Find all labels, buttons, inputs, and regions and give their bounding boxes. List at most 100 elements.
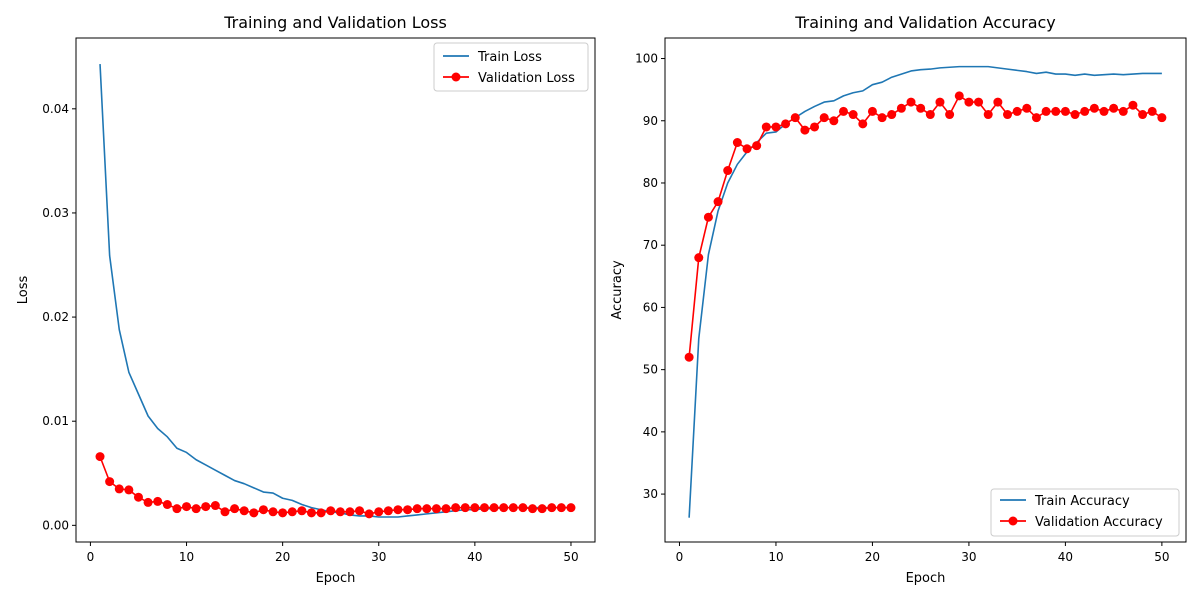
accuracy-validation-accuracy-point [1070,110,1080,120]
accuracy-validation-accuracy-point [1051,106,1061,116]
accuracy-y-tick-label: 70 [643,238,658,252]
loss-y-axis-label: Loss [16,276,31,305]
loss-legend-validation-marker [451,72,461,82]
loss-validation-loss-point [518,503,528,513]
accuracy-validation-accuracy-point [1041,106,1051,116]
loss-validation-loss-point [191,504,201,514]
loss-validation-loss-point [172,504,182,514]
accuracy-validation-accuracy-point [993,97,1003,107]
accuracy-validation-accuracy-point [1080,106,1090,116]
accuracy-validation-accuracy-point [1157,113,1167,123]
accuracy-validation-accuracy-point [867,106,877,116]
loss-validation-loss-point [230,504,240,514]
accuracy-plot-frame [664,37,1187,543]
loss-validation-loss-point [431,504,441,514]
loss-x-tick-label: 10 [179,550,194,564]
loss-validation-loss-point [316,508,326,518]
loss-ticks: 0 10 20 30 40 50 0.00 0.01 0.02 0.03 0.04 [42,102,578,564]
loss-validation-loss-point [412,504,422,514]
accuracy-legend-validation-label: Validation Accuracy [1035,515,1163,530]
loss-x-tick-label: 40 [467,550,482,564]
loss-validation-loss-point [210,501,220,511]
accuracy-validation-accuracy-point [703,212,713,222]
loss-validation-loss-point [268,507,278,517]
accuracy-validation-accuracy-point [810,122,820,132]
accuracy-validation-accuracy-point [684,352,694,362]
accuracy-validation-accuracy-point [983,110,993,120]
loss-validation-loss-point [441,504,451,514]
loss-y-tick-label: 0.00 [42,518,69,532]
loss-validation-loss-point [479,503,489,513]
accuracy-y-tick-label: 90 [643,114,658,128]
loss-validation-loss-point [297,506,307,516]
loss-chart-title: Training and Validation Loss [223,13,447,32]
accuracy-validation-accuracy-point [974,97,984,107]
accuracy-y-tick-label: 100 [635,52,658,66]
loss-validation-loss-point [345,507,355,517]
accuracy-y-tick-label: 50 [643,363,658,377]
accuracy-y-tick-label: 60 [643,300,658,314]
loss-validation-loss-point [201,502,211,512]
accuracy-validation-accuracy-point [713,197,723,207]
accuracy-validation-accuracy-point [1128,100,1138,110]
accuracy-validation-accuracy-point [694,253,704,263]
accuracy-validation-accuracy-point [954,91,964,101]
loss-validation-loss-point [547,503,557,513]
accuracy-series [684,65,1167,518]
accuracy-y-tick-label: 40 [643,425,658,439]
accuracy-x-axis-label: Epoch [906,571,946,586]
loss-validation-loss-point [95,452,105,462]
accuracy-validation-accuracy-point [896,103,906,113]
accuracy-validation-accuracy-point [858,119,868,129]
accuracy-chart-title: Training and Validation Accuracy [794,13,1056,32]
loss-y-tick-label: 0.03 [42,206,69,220]
accuracy-validation-accuracy-point [1031,113,1041,123]
accuracy-validation-accuracy-point [925,110,935,120]
accuracy-validation-accuracy-point [732,138,742,148]
accuracy-validation-accuracy-point [829,116,839,126]
accuracy-validation-accuracy-point [1012,106,1022,116]
accuracy-train-accuracy-line [688,65,1162,518]
loss-x-tick-label: 30 [371,550,386,564]
accuracy-chart: Training and Validation Accuracy Epoch A… [610,13,1187,586]
loss-validation-loss-point [114,484,124,494]
accuracy-validation-accuracy-point [1060,106,1070,116]
accuracy-validation-accuracy-point [752,141,762,151]
loss-legend-train-label: Train Loss [477,50,542,65]
loss-validation-loss-point [393,505,403,515]
loss-validation-loss-point [162,500,172,510]
accuracy-x-tick-label: 20 [865,550,880,564]
loss-validation-loss-point [489,503,499,513]
loss-validation-loss-point [556,503,566,513]
accuracy-validation-accuracy-point [1138,110,1148,120]
accuracy-x-tick-label: 30 [961,550,976,564]
loss-validation-loss-point [355,506,365,516]
loss-validation-loss-point [278,508,288,518]
accuracy-validation-accuracy-point [935,97,945,107]
loss-validation-loss-point [220,507,230,517]
accuracy-validation-accuracy-point [723,166,733,176]
loss-validation-loss-point [422,504,432,514]
loss-legend: Train Loss Validation Loss [433,42,589,92]
accuracy-validation-accuracy-point [771,122,781,132]
loss-x-tick-label: 0 [87,550,95,564]
accuracy-validation-accuracy-point [1109,103,1119,113]
accuracy-legend-box [990,488,1180,537]
accuracy-validation-accuracy-point [781,119,791,129]
loss-validation-loss-point [133,492,143,502]
loss-validation-loss-point [470,503,480,513]
loss-validation-loss-point [528,504,538,514]
accuracy-legend: Train Accuracy Validation Accuracy [990,488,1180,537]
accuracy-x-tick-label: 10 [768,550,783,564]
accuracy-y-axis-label: Accuracy [610,260,625,320]
accuracy-validation-accuracy-point [742,144,752,154]
loss-x-tick-label: 20 [275,550,290,564]
loss-y-tick-label: 0.04 [42,102,69,116]
accuracy-legend-train-label: Train Accuracy [1034,494,1130,509]
loss-chart: Training and Validation Loss Epoch Loss … [16,13,596,586]
loss-validation-loss-point [153,496,163,506]
loss-x-axis-label: Epoch [316,571,356,586]
loss-validation-loss-point [537,504,547,514]
loss-validation-loss-point [258,505,268,515]
loss-x-tick-label: 50 [563,550,578,564]
